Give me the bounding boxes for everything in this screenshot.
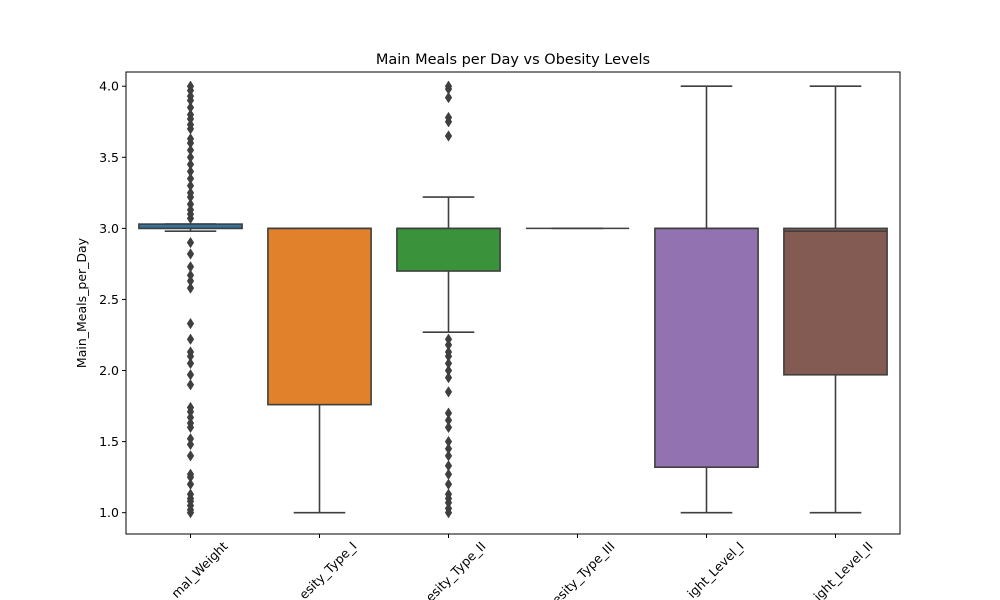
outlier-point: [444, 468, 453, 481]
outlier-point: [186, 433, 195, 445]
outlier-point: [186, 172, 195, 185]
outlier-point: [186, 379, 195, 391]
y-axis-label: Main_Meals_per_Day: [74, 237, 89, 368]
y-tick-label: 1.5: [99, 434, 119, 449]
outlier-point: [186, 269, 195, 281]
outlier-point: [444, 357, 453, 370]
outlier-point: [186, 144, 195, 156]
outlier-point: [186, 180, 195, 192]
outlier-point: [444, 407, 453, 419]
outlier-point: [444, 488, 453, 500]
outlier-point: [186, 346, 195, 358]
y-tick-label: 2.5: [99, 292, 119, 307]
outlier-point: [186, 101, 195, 114]
outlier-point: [444, 346, 453, 358]
outlier-point: [444, 460, 453, 472]
outlier-point: [186, 261, 195, 273]
outlier-point: [186, 282, 195, 294]
outlier-point: [186, 158, 195, 171]
outlier-point: [186, 468, 195, 481]
box-obesity-type-i: [267, 227, 372, 406]
outlier-point: [186, 333, 195, 345]
outlier-point: [444, 130, 453, 142]
plot-frame: [125, 71, 901, 535]
outlier-point: [186, 133, 195, 145]
outlier-point: [444, 435, 453, 448]
outlier-point: [186, 80, 195, 92]
box-overweight-level-ii: [783, 227, 888, 376]
outlier-point: [444, 111, 453, 124]
x-tick-label: ight_Level_II: [810, 539, 875, 600]
outlier-point: [444, 414, 453, 426]
outlier-point: [444, 442, 453, 455]
y-tick-label: 3.0: [99, 221, 119, 236]
outlier-point: [444, 80, 453, 92]
outlier-point: [186, 187, 195, 199]
box-overweight-level-i: [654, 227, 759, 468]
outlier-point: [186, 357, 195, 370]
y-tick-label: 3.5: [99, 150, 119, 165]
outlier-point: [186, 236, 195, 249]
x-tick-label: esity_Type_I: [296, 539, 360, 600]
box-obesity-type-ii: [396, 227, 501, 272]
x-tick-label: mal_Weight: [168, 538, 230, 600]
outlier-point: [186, 478, 195, 490]
y-tick-label: 2.0: [99, 363, 119, 378]
x-tick-label: esity_Type_II: [422, 539, 488, 600]
outlier-point: [186, 401, 195, 414]
outlier-point: [186, 369, 195, 381]
outlier-point: [186, 108, 195, 121]
outlier-point: [444, 386, 453, 398]
outlier-point: [186, 248, 195, 260]
outlier-point: [186, 151, 195, 164]
outlier-point: [186, 317, 195, 330]
outlier-point: [444, 450, 453, 462]
outlier-point: [444, 478, 453, 490]
x-tick-label: esity_Type_III: [549, 539, 618, 600]
outlier-point: [186, 198, 195, 210]
plot-area: 1.0 1.5 2.0 2.5 3.0 3.5 4.0 mal_Weight esity_Typ…: [99, 71, 901, 600]
outlier-point: [186, 450, 195, 462]
chart-title: Main Meals per Day vs Obesity Levels: [376, 52, 650, 68]
y-tick-label: 4.0: [99, 79, 119, 94]
x-tick-label: ight_Level_I: [684, 539, 747, 600]
outlier-point: [444, 371, 453, 384]
y-tick-label: 1.0: [99, 505, 119, 520]
outlier-point: [186, 165, 195, 178]
outlier-point: [444, 364, 453, 377]
outlier-point: [444, 333, 453, 345]
outlier-point: [186, 488, 195, 500]
outlier-point: [444, 91, 453, 104]
outlier-point: [444, 421, 453, 434]
